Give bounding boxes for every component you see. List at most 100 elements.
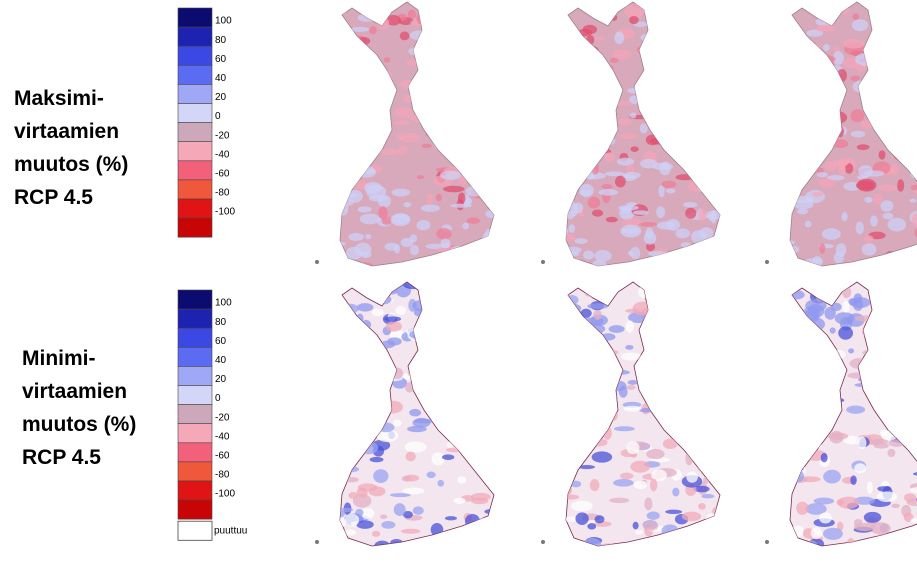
map-patch bbox=[581, 63, 595, 76]
map-patch bbox=[816, 125, 836, 136]
map-patch bbox=[677, 404, 692, 412]
map-patch bbox=[569, 542, 590, 546]
map-patch bbox=[630, 246, 641, 260]
map-patch bbox=[853, 293, 863, 304]
map-patch bbox=[804, 220, 812, 228]
map-patch bbox=[384, 286, 398, 295]
map-patch bbox=[364, 129, 380, 142]
map-patch bbox=[790, 139, 805, 150]
map-patch bbox=[622, 227, 641, 234]
map-patch bbox=[405, 451, 416, 462]
map-patch bbox=[386, 14, 401, 26]
map-patch bbox=[544, 38, 565, 48]
map-patch bbox=[566, 357, 576, 364]
map-patch bbox=[587, 303, 609, 310]
map-patch bbox=[629, 112, 637, 119]
map-patch bbox=[616, 157, 635, 166]
map-patch bbox=[790, 418, 797, 431]
map-patch bbox=[869, 522, 891, 535]
map-patch bbox=[566, 74, 576, 84]
map-patch bbox=[431, 452, 445, 466]
map-patch bbox=[864, 196, 873, 203]
map-patch bbox=[482, 112, 494, 125]
map-patch bbox=[790, 168, 800, 177]
map-patch bbox=[321, 104, 335, 112]
map-patch bbox=[416, 375, 430, 382]
map-patch bbox=[441, 341, 452, 355]
map-patch bbox=[792, 61, 804, 71]
map-patch bbox=[676, 86, 689, 99]
map-patch bbox=[541, 197, 552, 211]
map-patch bbox=[340, 120, 343, 131]
map-patch bbox=[894, 5, 913, 15]
map-patch bbox=[896, 141, 909, 147]
map-patch bbox=[340, 312, 341, 319]
map-patch bbox=[566, 345, 567, 357]
map-patch bbox=[827, 349, 846, 360]
map-patch bbox=[340, 41, 347, 49]
map-patch bbox=[639, 123, 648, 134]
map-patch bbox=[545, 89, 562, 97]
legend-label: -80 bbox=[215, 470, 230, 481]
legend-label: 80 bbox=[215, 317, 227, 328]
map-patch bbox=[566, 385, 573, 395]
map-patch bbox=[886, 10, 905, 23]
map-patch bbox=[467, 256, 488, 266]
island bbox=[315, 260, 319, 264]
map-patch bbox=[878, 184, 897, 192]
map-patch bbox=[302, 293, 323, 302]
map-patch bbox=[348, 32, 356, 46]
map-patch bbox=[899, 391, 908, 405]
map-patch bbox=[626, 441, 640, 455]
map-patch bbox=[474, 423, 484, 429]
map-patch bbox=[809, 163, 819, 173]
map-patch bbox=[350, 26, 370, 32]
map-patch bbox=[392, 419, 402, 427]
map-patch bbox=[897, 18, 909, 33]
map-patch bbox=[576, 2, 599, 6]
map-patch bbox=[395, 134, 404, 141]
map-patch bbox=[837, 496, 860, 509]
map-patch bbox=[357, 441, 379, 455]
map-patch bbox=[666, 10, 677, 20]
map-patch bbox=[320, 8, 337, 18]
map-patch bbox=[702, 2, 720, 6]
map-patch bbox=[760, 443, 769, 455]
map-patch bbox=[702, 399, 714, 412]
map-patch bbox=[882, 303, 902, 309]
map-patch bbox=[578, 465, 596, 470]
map-patch bbox=[582, 24, 598, 35]
map-patch bbox=[448, 361, 465, 371]
map-patch bbox=[815, 24, 836, 32]
map-patch bbox=[593, 309, 602, 320]
map-patch bbox=[306, 208, 324, 213]
map-patch bbox=[360, 251, 372, 259]
map-patch bbox=[577, 364, 585, 377]
map-patch bbox=[566, 294, 579, 306]
legend-label: 0 bbox=[215, 111, 221, 122]
map-patch bbox=[622, 171, 641, 179]
map-patch bbox=[404, 474, 420, 482]
map-patch bbox=[657, 20, 678, 31]
map-patch bbox=[639, 2, 659, 5]
map-patch bbox=[461, 282, 484, 293]
map-patch bbox=[760, 167, 776, 176]
map-patch bbox=[324, 92, 332, 97]
map-patch bbox=[436, 307, 450, 317]
map-patch bbox=[887, 217, 907, 232]
map-patch bbox=[680, 242, 691, 248]
map-patch bbox=[822, 124, 842, 131]
map-patch bbox=[566, 105, 583, 116]
map-patch bbox=[551, 111, 559, 122]
map-patch bbox=[538, 133, 555, 144]
map-patch bbox=[330, 63, 337, 72]
row-label: RCP 4.5 bbox=[22, 446, 101, 469]
map-patch bbox=[469, 56, 479, 64]
map-patch bbox=[381, 400, 388, 412]
map-patch bbox=[577, 80, 585, 89]
map-patch bbox=[568, 373, 576, 380]
map-patch bbox=[814, 353, 834, 361]
map-patch bbox=[768, 372, 781, 381]
map-patch bbox=[348, 232, 364, 241]
map-patch bbox=[406, 59, 419, 67]
